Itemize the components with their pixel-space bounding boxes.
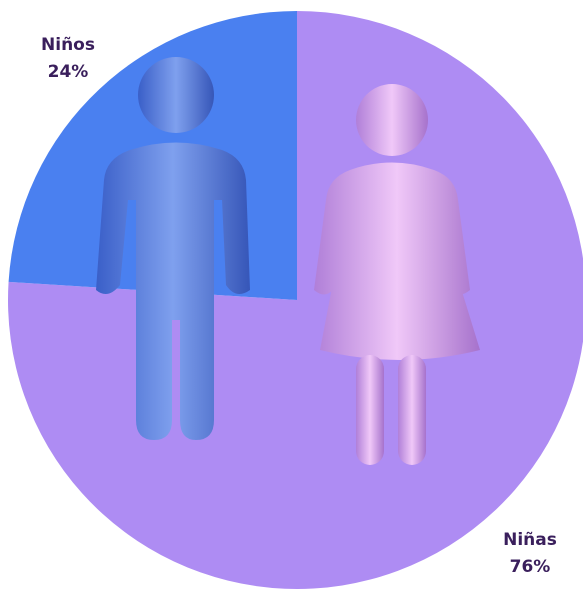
value-label: 24% (48, 62, 89, 82)
pie (8, 11, 583, 589)
slice-label: Niñas (503, 530, 557, 550)
value-label: 76% (510, 557, 551, 577)
chart: Niñas 76% Niños 24% (0, 0, 583, 589)
slice-label: Niños (41, 35, 95, 55)
